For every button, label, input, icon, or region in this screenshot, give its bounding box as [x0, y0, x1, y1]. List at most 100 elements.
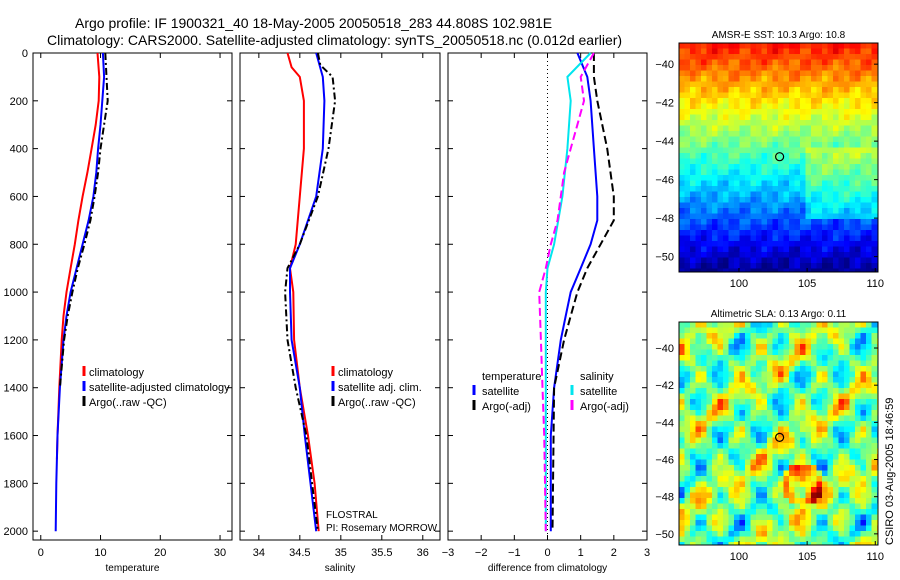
map-cell: [816, 454, 823, 460]
map-cell: [695, 476, 702, 482]
map-cell: [838, 120, 845, 126]
map-cell: [734, 120, 740, 126]
map-cell: [712, 169, 718, 176]
map-cell: [750, 454, 757, 460]
map-cell: [838, 399, 845, 405]
map-cell: [778, 377, 784, 383]
map-cell: [844, 344, 850, 350]
map-cell: [761, 186, 768, 192]
map-cell: [745, 197, 751, 203]
map-cell: [805, 509, 812, 515]
map-cell: [761, 410, 768, 416]
map-cell: [838, 503, 845, 510]
map-cell: [767, 263, 773, 269]
map-cell: [723, 98, 729, 104]
map-cell: [750, 142, 757, 148]
map-cell: [717, 525, 724, 532]
map-cell: [816, 98, 823, 104]
map-cell: [717, 109, 724, 115]
map-cell: [767, 349, 773, 356]
map-cell: [712, 142, 718, 148]
map-cell: [822, 252, 828, 258]
argo-location-marker: [775, 432, 785, 442]
map-cell: [833, 147, 839, 154]
map-cell: [745, 48, 751, 55]
map-cell: [855, 514, 861, 521]
map-cell: [866, 257, 872, 264]
map-cell: [789, 136, 795, 143]
map-cell: [778, 48, 784, 55]
map-cell: [745, 443, 751, 449]
map-cell: [756, 399, 762, 405]
map-cell: [745, 153, 751, 159]
map-cell: [695, 421, 702, 427]
map-cell: [679, 327, 685, 334]
map-cell: [690, 191, 696, 198]
map-cell: [805, 432, 812, 438]
map-cell: [794, 509, 801, 515]
map-cell: [833, 54, 839, 60]
map-cell: [767, 410, 773, 416]
map-cell: [860, 169, 867, 176]
map-cell: [789, 531, 795, 537]
map-cell: [860, 327, 867, 334]
map-cell: [745, 136, 751, 143]
map-cell: [800, 454, 806, 460]
map-cell: [684, 399, 691, 405]
map-cell: [811, 131, 817, 137]
map-cell: [772, 421, 779, 427]
map-cell: [690, 415, 696, 422]
map-cell: [805, 492, 812, 499]
map-cell: [827, 399, 834, 405]
map-cell: [860, 349, 867, 356]
map-cell: [761, 393, 768, 400]
map-cell: [739, 366, 746, 372]
map-cell: [789, 465, 795, 471]
map-cell: [811, 536, 817, 543]
map-cell: [712, 186, 718, 192]
map-cell: [866, 382, 872, 389]
map-cell: [849, 338, 856, 345]
map-cell: [728, 498, 735, 504]
map-cell: [734, 503, 740, 510]
map-cell: [855, 76, 861, 82]
map-cell: [750, 191, 757, 198]
map-cell: [783, 136, 790, 143]
map-cell: [855, 322, 861, 328]
map-cell: [701, 393, 707, 400]
map-cell: [833, 219, 839, 225]
map-cell: [855, 87, 861, 93]
map-cell: [855, 382, 861, 389]
map-cell: [855, 92, 861, 99]
map-cell: [745, 65, 751, 71]
map-cell: [734, 355, 740, 361]
map-cell: [849, 136, 856, 143]
map-cell: [860, 366, 867, 372]
map-cell: [778, 509, 784, 515]
map-cell: [822, 87, 828, 93]
map-cell: [805, 344, 812, 350]
map-cell: [855, 459, 861, 466]
map-cell: [783, 520, 790, 526]
y-tick-label: −40: [655, 59, 674, 71]
map-cell: [745, 327, 751, 334]
map-cell: [783, 158, 790, 165]
map-cell: [712, 481, 718, 488]
x-tick-label: 36: [417, 547, 429, 559]
map-cell: [745, 202, 751, 209]
map-cell: [761, 114, 768, 121]
map-cell: [822, 158, 828, 165]
map-cell: [844, 509, 850, 515]
map-cell: [800, 404, 806, 411]
map-cell: [827, 520, 834, 526]
map-cell: [783, 186, 790, 192]
map-cell: [855, 213, 861, 220]
map-cell: [844, 213, 850, 220]
map-cell: [750, 470, 757, 477]
map-cell: [805, 81, 812, 88]
map-cell: [871, 252, 878, 258]
map-cell: [811, 503, 817, 510]
map-cell: [778, 327, 784, 334]
map-cell: [767, 470, 773, 477]
map-cell: [684, 213, 691, 220]
